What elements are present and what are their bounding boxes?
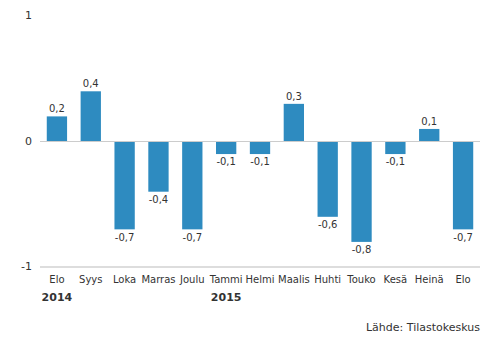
chart-svg: -1 0 1 0,2 0,4 -0,7 -0,4 -0,7 -0,1 -0,1 0,3 -0,6 -0,… [0, 0, 494, 339]
annotation: 2015 [211, 291, 242, 304]
bar [182, 142, 202, 230]
zero-line [40, 141, 480, 142]
bar [318, 142, 338, 217]
x-tick-label: Huhti [314, 274, 341, 285]
x-tick-label: Loka [113, 274, 136, 285]
data-label: -0,4 [149, 194, 169, 205]
x-axis-line [40, 267, 480, 268]
y-tick-label: -1 [21, 260, 32, 273]
bar [114, 142, 134, 230]
x-tick-label: Kesä [384, 274, 408, 285]
bar [81, 91, 101, 141]
x-tick-label: Elo [49, 274, 64, 285]
bar [385, 142, 405, 155]
bar [351, 142, 371, 242]
data-label: -0,8 [352, 244, 372, 255]
x-tick-label: Syys [79, 274, 102, 285]
x-tick-label: Marras [141, 274, 175, 285]
chart-container: -1 0 1 0,2 0,4 -0,7 -0,4 -0,7 -0,1 -0,1 0,3 -0,6 -0,… [0, 0, 494, 339]
bar [419, 129, 439, 142]
x-tick-label: Joulu [179, 274, 205, 285]
y-tick-label: 0 [25, 135, 32, 148]
y-tick-label: 1 [25, 9, 32, 22]
x-tick-label: Tammi [209, 274, 243, 285]
data-label: 0,1 [421, 116, 437, 127]
bars [47, 91, 473, 242]
data-label: 0,2 [49, 103, 65, 114]
data-label: -0,6 [318, 219, 338, 230]
data-label: -0,7 [115, 232, 135, 243]
bar [250, 142, 270, 155]
bar [148, 142, 168, 192]
bar [453, 142, 473, 230]
bar [216, 142, 236, 155]
data-label: -0,7 [453, 232, 473, 243]
data-label: -0,1 [250, 156, 270, 167]
bar [284, 104, 304, 142]
data-label: -0,7 [183, 232, 203, 243]
x-tick-label: Heinä [415, 274, 444, 285]
x-tick-label: Elo [455, 274, 470, 285]
source-text: Lähde: Tilastokeskus [366, 321, 480, 334]
x-tick-label: Maalis [278, 274, 310, 285]
x-tick-label: Touko [346, 274, 375, 285]
data-label: 0,3 [286, 91, 302, 102]
data-label: -0,1 [386, 156, 406, 167]
x-tick-label: Helmi [246, 274, 275, 285]
data-label: 0,4 [83, 78, 99, 89]
annotation: 2014 [42, 291, 73, 304]
data-label: -0,1 [216, 156, 236, 167]
bar [47, 116, 67, 141]
